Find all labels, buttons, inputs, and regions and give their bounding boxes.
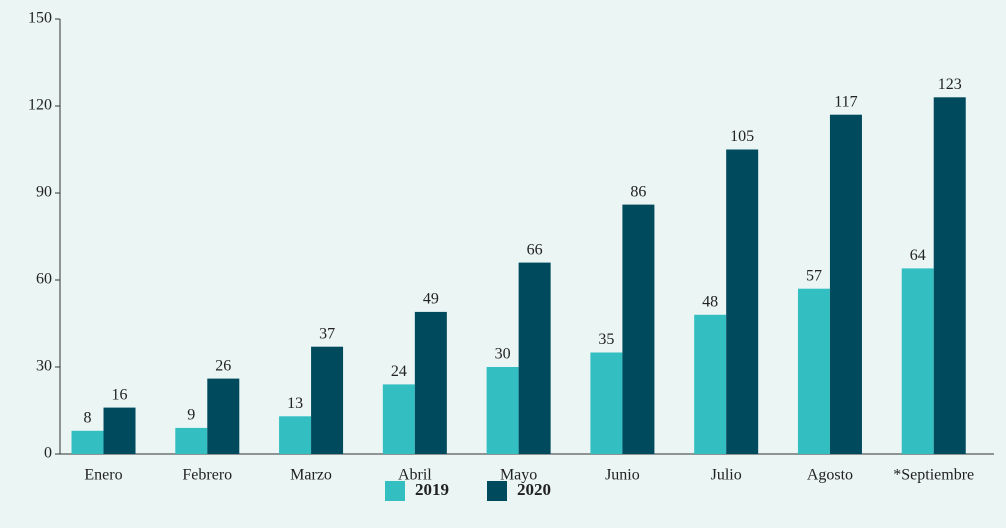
value-label: 117 (834, 93, 857, 110)
y-tick-label: 150 (28, 10, 52, 27)
bar (414, 311, 447, 454)
bar (797, 288, 830, 454)
value-label: 16 (112, 386, 128, 403)
value-label: 8 (84, 409, 92, 426)
bar (622, 204, 655, 454)
legend-label: 2019 (415, 480, 449, 499)
value-label: 86 (630, 183, 646, 200)
bar (518, 262, 551, 454)
x-tick-label: Agosto (807, 467, 853, 484)
legend-swatch (487, 481, 507, 501)
bar (486, 367, 519, 454)
x-tick-label: Junio (605, 467, 640, 484)
y-tick-label: 120 (28, 97, 52, 114)
bar (694, 314, 727, 454)
value-label: 105 (730, 128, 754, 145)
value-label: 49 (423, 291, 439, 308)
value-label: 37 (319, 325, 335, 342)
legend-label: 2020 (517, 480, 551, 499)
bar (901, 268, 934, 454)
x-tick-label: Julio (711, 467, 742, 484)
value-label: 48 (702, 293, 718, 310)
bar (933, 97, 966, 455)
value-label: 123 (938, 76, 962, 93)
legend-swatch (385, 481, 405, 501)
bar (279, 416, 312, 454)
x-tick-label: Abril (398, 467, 432, 484)
value-label: 64 (910, 247, 926, 264)
bar (207, 378, 240, 454)
x-tick-label: Enero (84, 467, 122, 484)
value-label: 57 (806, 267, 822, 284)
bar (311, 346, 344, 454)
bar (103, 407, 136, 454)
value-label: 9 (187, 407, 195, 424)
bar (71, 430, 104, 454)
y-tick-label: 60 (36, 271, 52, 288)
y-tick-label: 0 (44, 445, 52, 462)
x-tick-label: Febrero (182, 467, 232, 484)
value-label: 24 (391, 363, 407, 380)
y-tick-label: 90 (36, 184, 52, 201)
bar (175, 427, 208, 454)
value-label: 35 (598, 331, 614, 348)
x-tick-label: Marzo (290, 467, 332, 484)
value-label: 66 (527, 241, 543, 258)
value-label: 26 (215, 357, 231, 374)
value-label: 30 (495, 346, 511, 363)
bar (382, 384, 415, 454)
x-tick-label: Mayo (500, 467, 537, 484)
bar (590, 352, 623, 454)
value-label: 13 (287, 395, 303, 412)
bar (726, 149, 759, 454)
y-tick-label: 30 (36, 358, 52, 375)
x-tick-label: *Septiembre (893, 467, 974, 484)
bar (829, 114, 862, 454)
